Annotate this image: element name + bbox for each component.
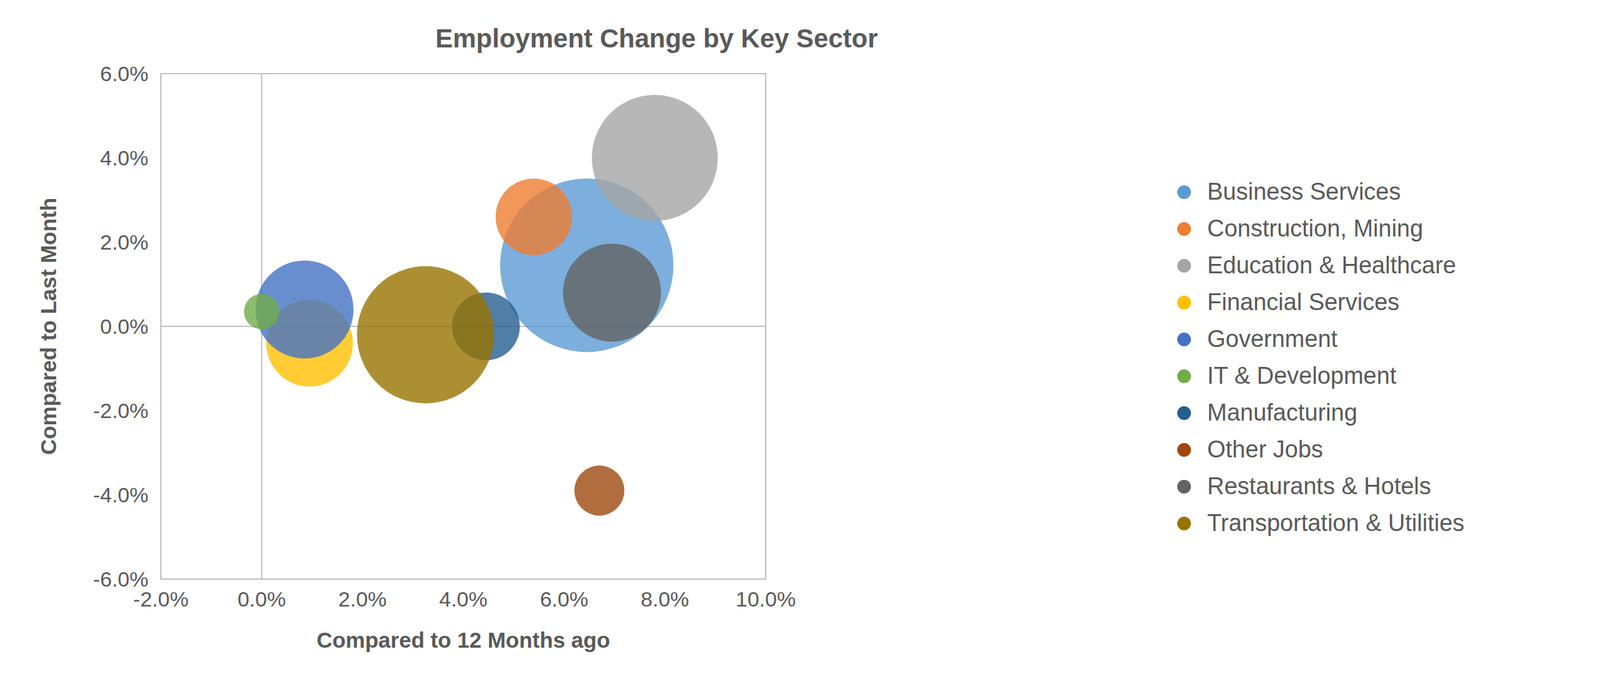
svg-text:4.0%: 4.0% <box>438 586 488 611</box>
svg-text:0.0%: 0.0% <box>237 586 287 611</box>
html-text:Financial Services: Financial Services <box>1207 288 1400 315</box>
svg-text:2.0%: 2.0% <box>100 230 150 254</box>
svg-text:6.0%: 6.0% <box>100 61 150 86</box>
svg-text:8.0%: 8.0% <box>640 586 690 611</box>
svg-text:4.0%: 4.0% <box>100 145 150 170</box>
html-text:Business Services: Business Services <box>1207 178 1401 205</box>
html-text:Other Jobs: Other Jobs <box>1207 435 1324 463</box>
html-text:Construction, Mining: Construction, Mining <box>1207 215 1424 242</box>
svg-text:-6.0%: -6.0% <box>92 566 149 591</box>
svg-text:Compared to 12 Months ago: Compared to 12 Months ago <box>316 627 611 652</box>
html-text:Government: Government <box>1207 325 1338 352</box>
html-text:Transportation & Utilities: Transportation & Utilities <box>1207 509 1465 536</box>
html-text:Education & Healthcare: Education & Healthcare <box>1207 251 1457 279</box>
svg-text:2.0%: 2.0% <box>338 586 388 611</box>
html-text:Employment Change by Key Secto: Employment Change by Key Sector <box>435 23 878 54</box>
svg-text:-2.0%: -2.0% <box>133 586 189 611</box>
html-text:Restaurants & Hotels: Restaurants & Hotels <box>1207 472 1432 499</box>
svg-text:6.0%: 6.0% <box>539 586 589 611</box>
svg-text:-2.0%: -2.0% <box>92 398 149 423</box>
svg-text:-4.0%: -4.0% <box>92 482 149 507</box>
html-text:IT & Development: IT & Development <box>1207 362 1397 389</box>
svg-text:0.0%: 0.0% <box>100 314 150 338</box>
svg-text:Compared to Last Month: Compared to Last Month <box>36 197 61 455</box>
html-text:Manufacturing: Manufacturing <box>1207 399 1358 426</box>
svg-text:10.0%: 10.0% <box>735 586 796 611</box>
